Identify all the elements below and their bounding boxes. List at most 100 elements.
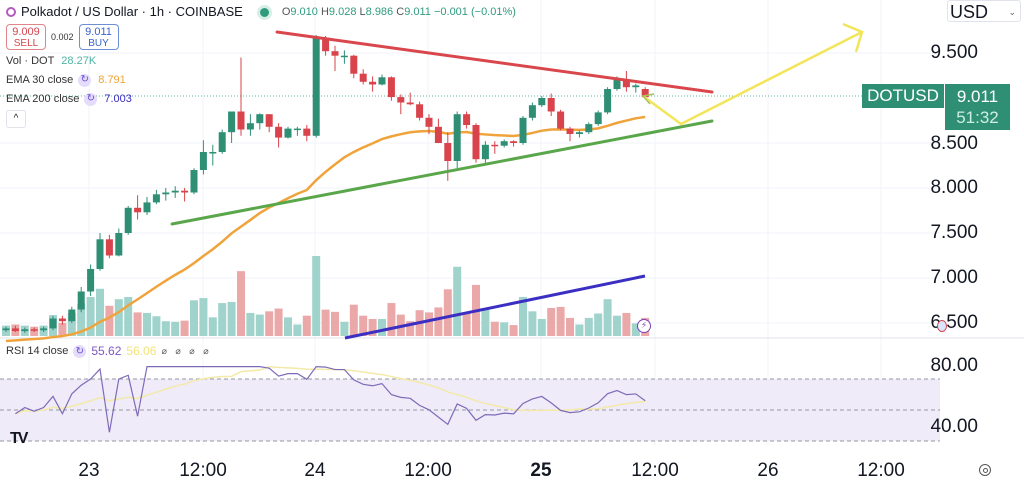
sell-button[interactable]: 9.009 SELL <box>6 24 46 50</box>
volume-bar <box>114 299 123 336</box>
high-label: H <box>320 6 329 18</box>
currency-select[interactable]: USD ⌄ <box>947 0 1021 22</box>
candle-up <box>209 152 217 154</box>
volume-bar <box>603 299 612 336</box>
volume-bar <box>246 312 255 336</box>
candle-down <box>463 114 471 125</box>
time-tick: 12:00 <box>404 460 452 481</box>
candle-up <box>575 132 583 134</box>
candle-down <box>322 37 330 52</box>
volume-bar <box>302 315 311 336</box>
refresh-icon[interactable]: ↻ <box>73 344 87 358</box>
volume-bar <box>67 312 76 336</box>
candle-down <box>331 51 339 56</box>
volume-bar <box>481 308 490 336</box>
symbol-title[interactable]: Polkadot / US Dollar · 1h · COINBASE <box>21 4 243 19</box>
volume-bar <box>547 308 556 336</box>
spread-value: 0.002 <box>51 32 74 42</box>
close-value: 9.011 <box>404 6 431 18</box>
candlesticks <box>2 35 649 333</box>
buy-button[interactable]: 9.011 BUY <box>78 24 119 50</box>
candle-down <box>105 239 113 256</box>
candle-up <box>500 141 508 146</box>
last-price: 9.011 <box>956 87 999 106</box>
volume-bar <box>265 311 274 336</box>
volume-bar <box>208 317 217 336</box>
chart-legend: Polkadot / US Dollar · 1h · COINBASE O 9.… <box>6 4 516 128</box>
candle-down <box>181 190 189 193</box>
projection-arrow <box>642 30 863 126</box>
close-label: C <box>396 6 405 18</box>
volume-bar <box>566 317 574 336</box>
candle-up <box>453 114 461 161</box>
rsi-value: 55.62 <box>91 344 122 358</box>
arrow-head-icon <box>842 22 864 53</box>
candle-up <box>199 152 207 170</box>
candle-down <box>359 73 367 82</box>
volume-bar <box>575 324 584 336</box>
candle-down <box>58 318 66 322</box>
indicator-ema200[interactable]: EMA 200 close ↻ 7.003 <box>6 91 516 107</box>
volume-bar <box>237 271 245 336</box>
rsi-pane <box>0 365 940 442</box>
symbol-logo-icon <box>6 7 16 17</box>
volume-bar <box>331 311 339 336</box>
refresh-icon[interactable]: ↻ <box>78 73 92 87</box>
candle-up <box>190 170 198 193</box>
indicator-ema30[interactable]: EMA 30 close ↻ 8.791 <box>6 72 516 88</box>
ema30-line <box>5 115 646 343</box>
candle-up <box>340 55 348 58</box>
candle-up <box>256 114 264 124</box>
collapse-legend-button[interactable]: ^ <box>6 110 26 128</box>
volume-bar <box>537 319 546 336</box>
candle-down <box>416 104 424 118</box>
rsi-tick: 40.00 <box>930 416 978 437</box>
rsi-legend[interactable]: RSI 14 close ↻ 55.62 56.06 ⌀ ⌀ ⌀ ⌀ <box>6 344 212 358</box>
candle-up <box>312 37 320 136</box>
candle-up <box>528 105 536 118</box>
open-label: O <box>281 6 291 18</box>
tradingview-logo[interactable]: TV <box>10 430 29 447</box>
volume-bar <box>312 256 321 336</box>
settings-icon[interactable] <box>979 464 991 476</box>
candle-up <box>604 89 612 113</box>
volume-bar <box>218 303 227 336</box>
rsi-ma-value: 56.06 <box>126 344 157 358</box>
refresh-icon[interactable]: ↻ <box>84 92 98 106</box>
trend-drawings[interactable] <box>170 22 864 226</box>
flash-icon[interactable]: ⚡ <box>637 319 651 333</box>
time-tick: 12:00 <box>857 460 905 481</box>
time-tick: 24 <box>304 460 326 481</box>
ema-lines <box>5 115 646 343</box>
volume-bar <box>378 319 386 336</box>
volume-bar <box>359 315 368 336</box>
candle-up <box>538 98 546 106</box>
arrow-start-icon <box>641 93 655 105</box>
low-label: L <box>359 6 366 18</box>
time-tick: 25 <box>530 460 552 481</box>
volume-bar <box>519 297 527 336</box>
volume-value: 28.27K <box>61 55 97 67</box>
volume-bar <box>96 288 104 336</box>
volume-bar <box>631 323 640 336</box>
candle-down <box>30 329 38 331</box>
economic-event-icon[interactable] <box>937 320 947 332</box>
symbol-row[interactable]: Polkadot / US Dollar · 1h · COINBASE O 9.… <box>6 4 516 20</box>
candle-up <box>87 269 95 292</box>
candle-up <box>162 192 170 195</box>
currency-value: USD <box>950 2 989 22</box>
volume-bar <box>58 322 67 336</box>
candle-down <box>557 111 565 129</box>
support-trendline <box>170 119 714 226</box>
volume-bar <box>293 324 302 336</box>
volume-bar <box>528 311 537 336</box>
volume-bar <box>180 320 189 336</box>
candle-down <box>11 328 19 332</box>
candle-up <box>378 77 386 85</box>
indicator-volume[interactable]: Vol · DOT 28.27K <box>6 53 516 69</box>
candle-down <box>622 80 630 88</box>
volume-bar <box>86 297 95 336</box>
candle-down <box>566 128 574 134</box>
